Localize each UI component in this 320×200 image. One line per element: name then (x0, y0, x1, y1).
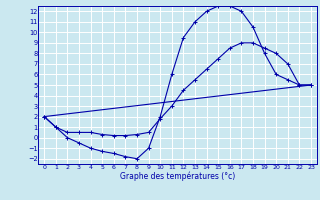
X-axis label: Graphe des températures (°c): Graphe des températures (°c) (120, 171, 235, 181)
